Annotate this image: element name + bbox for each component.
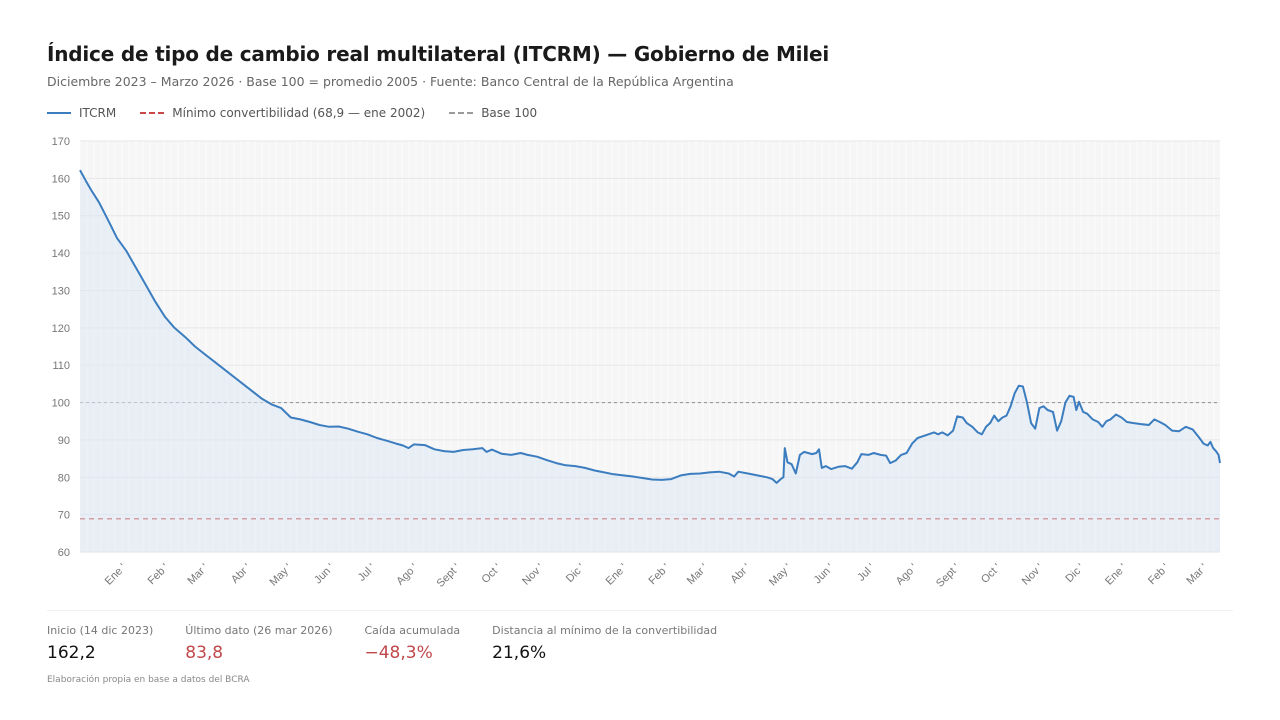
legend-label: ITCRM (79, 106, 117, 120)
y-tick-label: 90 (58, 435, 70, 447)
stat-ultimo-dato: Último dato (26 mar 2026) 83,8 (185, 624, 332, 663)
stat-value: 21,6% (492, 643, 547, 663)
legend-label: Mínimo convertibilidad (68,9 — ene 2002) (172, 106, 426, 120)
y-tick-label: 130 (52, 285, 70, 297)
x-tick-label: Mar ' (1184, 562, 1210, 588)
y-tick-label: 150 (52, 211, 70, 223)
series-line-itcrm (79, 169, 1221, 484)
x-tick-label: Dic ' (564, 562, 587, 585)
x-axis: Ene ' Feb ' Mar ' Abr ' May ' Jun ' Jul ' Ago '… (103, 562, 1210, 590)
x-tick-label: Oct ' (479, 562, 503, 586)
x-tick-label: Jun ' (812, 562, 837, 587)
x-tick-label: Ago ' (894, 562, 920, 588)
x-tick-label: Abr ' (729, 562, 753, 586)
y-tick-label: 70 (58, 510, 70, 522)
chart-title: Índice de tipo de cambio real multilater… (47, 42, 830, 66)
x-tick-label: Sept ' (435, 562, 463, 590)
x-tick-label: Feb ' (1146, 562, 1172, 588)
series-layer (79, 169, 1221, 552)
chart-svg: 60 70 80 90 100 110 120 130 140 150 160 170 Ene ' Fe… (52, 136, 1221, 590)
x-tick-label: Dic ' (1063, 562, 1086, 585)
stat-label: Caída acumulada (364, 624, 461, 637)
y-tick-label: 170 (52, 136, 70, 148)
dashed-line-swatch-icon (140, 112, 165, 114)
legend-label: Base 100 (481, 106, 538, 120)
stat-label: Inicio (14 dic 2023) (47, 624, 154, 637)
x-tick-label: May ' (268, 562, 295, 589)
source-note: Elaboración propia en base a datos del B… (47, 675, 250, 685)
x-tick-label: Jul ' (855, 562, 877, 584)
y-tick-label: 80 (58, 472, 70, 484)
y-tick-label: 140 (52, 248, 70, 260)
x-tick-label: Abr ' (229, 562, 253, 586)
legend-item-itcrm[interactable]: ITCRM (47, 106, 116, 120)
x-tick-label: Ene ' (103, 562, 129, 588)
y-axis: 60 70 80 90 100 110 120 130 140 150 160 170 (52, 136, 70, 559)
dashed-line-swatch-icon (449, 112, 474, 114)
legend-item-base100[interactable]: Base 100 (449, 106, 537, 120)
stat-value: 83,8 (185, 643, 224, 663)
stat-value: −48,3% (364, 643, 433, 663)
x-tick-label: Ene ' (1103, 562, 1129, 588)
series-area (80, 170, 1220, 552)
chart-subtitle: Diciembre 2023 – Marzo 2026 · Base 100 =… (47, 74, 734, 89)
x-tick-label: Oct ' (979, 562, 1003, 586)
stat-distancia: Distancia al mínimo de la convertibilida… (492, 624, 717, 663)
stat-label: Último dato (26 mar 2026) (185, 624, 333, 637)
x-tick-label: Nov ' (520, 562, 546, 588)
stat-value: 162,2 (47, 643, 96, 663)
x-tick-label: Nov ' (1020, 562, 1046, 588)
x-tick-label: Jun ' (312, 562, 337, 587)
x-tick-label: Jul ' (356, 562, 378, 584)
x-tick-label: Ago ' (394, 562, 420, 588)
y-tick-label: 120 (52, 323, 70, 335)
x-tick-label: Mar ' (185, 562, 211, 588)
stat-label: Distancia al mínimo de la convertibilida… (492, 624, 718, 637)
x-tick-label: May ' (767, 562, 794, 589)
legend-item-minimo[interactable]: Mínimo convertibilidad (68,9 — ene 2002) (140, 106, 425, 120)
y-tick-label: 110 (52, 360, 70, 372)
divider (47, 610, 1233, 611)
x-tick-label: Sept ' (934, 562, 962, 590)
stat-inicio: Inicio (14 dic 2023) 162,2 (47, 624, 153, 663)
y-tick-label: 60 (58, 547, 70, 559)
y-tick-label: 100 (52, 398, 70, 410)
x-tick-label: Ene ' (604, 562, 630, 588)
legend: ITCRM Mínimo convertibilidad (68,9 — ene… (47, 106, 537, 120)
x-tick-label: Mar ' (685, 562, 711, 588)
stat-caida: Caída acumulada −48,3% (365, 624, 461, 663)
y-tick-label: 160 (52, 173, 70, 185)
solid-line-swatch-icon (47, 112, 71, 114)
x-tick-label: Feb ' (146, 562, 172, 588)
stats-row: Inicio (14 dic 2023) 162,2 Último dato (… (47, 624, 717, 663)
x-tick-label: Feb ' (647, 562, 673, 588)
